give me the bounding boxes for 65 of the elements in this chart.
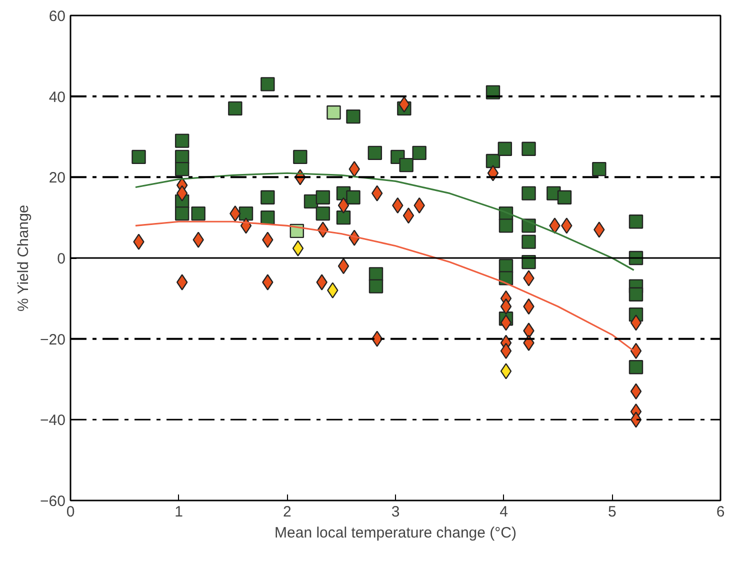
point — [500, 298, 512, 315]
point — [500, 363, 512, 380]
x-tick-label: 5 — [608, 504, 616, 520]
point — [292, 240, 304, 256]
point — [371, 185, 383, 202]
point — [557, 190, 572, 204]
point — [174, 206, 190, 221]
point — [628, 287, 644, 302]
point — [522, 186, 536, 200]
point — [371, 330, 383, 347]
point — [338, 258, 350, 274]
point — [628, 214, 644, 229]
y-tick-label: −40 — [40, 412, 66, 430]
x-tick-label: 6 — [716, 504, 725, 520]
point — [191, 206, 206, 221]
x-tick-label: 2 — [282, 504, 292, 520]
point — [630, 314, 642, 331]
point — [174, 162, 190, 176]
point — [316, 206, 330, 221]
point — [176, 274, 188, 290]
point — [500, 342, 512, 360]
line-series — [134, 172, 635, 271]
y-axis-title: % Yield Change — [15, 204, 32, 312]
point — [174, 134, 190, 148]
point — [316, 190, 330, 204]
point — [260, 190, 275, 204]
y-tick-label: 0 — [57, 250, 66, 268]
point — [522, 234, 536, 249]
point — [402, 207, 414, 224]
y-tick-label: 60 — [48, 8, 66, 25]
point — [498, 218, 514, 233]
x-tick-label: 4 — [500, 504, 508, 520]
y-tick-label: 40 — [48, 88, 66, 106]
point — [260, 77, 275, 92]
x-tick-label: 1 — [174, 504, 184, 520]
point — [498, 271, 514, 286]
point — [500, 314, 512, 331]
y-tick-label: −60 — [40, 493, 66, 510]
point — [412, 146, 426, 160]
point — [368, 279, 384, 294]
point — [630, 412, 642, 428]
point — [132, 150, 146, 164]
point — [293, 150, 308, 164]
point — [628, 360, 644, 374]
y-tick-label: 20 — [48, 170, 66, 187]
point — [368, 146, 382, 160]
point — [486, 154, 500, 168]
point — [592, 162, 606, 176]
point — [338, 197, 350, 214]
point — [238, 206, 254, 221]
point — [399, 158, 414, 172]
point — [522, 142, 536, 156]
x-tick-label: 3 — [391, 504, 400, 520]
point — [228, 101, 242, 116]
point — [326, 105, 341, 120]
point — [176, 185, 188, 202]
point — [630, 342, 642, 360]
y-tick-label: −20 — [40, 331, 66, 348]
point — [498, 142, 512, 156]
point — [346, 109, 360, 124]
point — [630, 383, 642, 400]
point — [336, 210, 351, 225]
point — [260, 210, 275, 225]
point — [346, 190, 360, 204]
x-axis-title: Mean local temperature change (°C) — [274, 524, 516, 542]
